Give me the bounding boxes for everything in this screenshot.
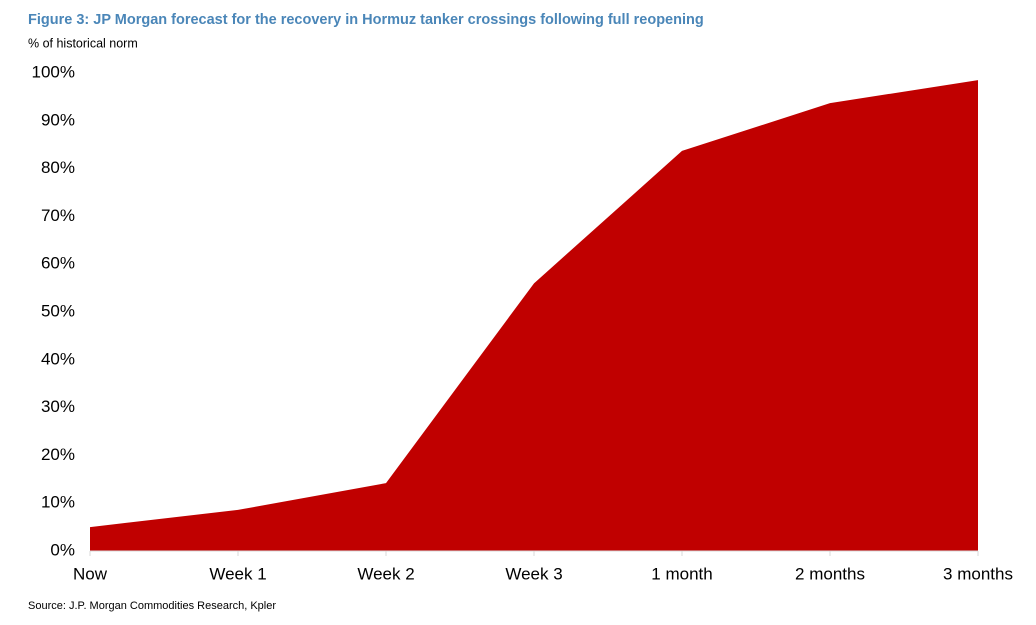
y-tick-label: 40% [41,349,75,368]
y-tick-label: 80% [41,158,75,177]
x-tick-label: 1 month [651,564,712,583]
y-tick-label: 60% [41,254,75,273]
area [90,80,978,552]
y-tick-label: 20% [41,445,75,464]
y-tick-label: 100% [32,62,75,81]
y-tick-label: 70% [41,206,75,225]
x-tick-label: Week 1 [209,564,266,583]
y-tick-label: 50% [41,301,75,320]
y-tick-label: 0% [50,540,75,559]
x-tick-label: Now [73,564,108,583]
y-tick-label: 30% [41,397,75,416]
x-tick-label: Week 3 [505,564,562,583]
y-tick-label: 90% [41,110,75,129]
source-note: Source: J.P. Morgan Commodities Research… [28,600,276,612]
chart-subtitle: % of historical norm [28,36,138,50]
x-tick-label: 2 months [795,564,865,583]
y-tick-label: 10% [41,493,75,512]
x-tick-label: 3 months [943,564,1013,583]
chart-title: Figure 3: JP Morgan forecast for the rec… [28,12,704,28]
x-tick-label: Week 2 [357,564,414,583]
